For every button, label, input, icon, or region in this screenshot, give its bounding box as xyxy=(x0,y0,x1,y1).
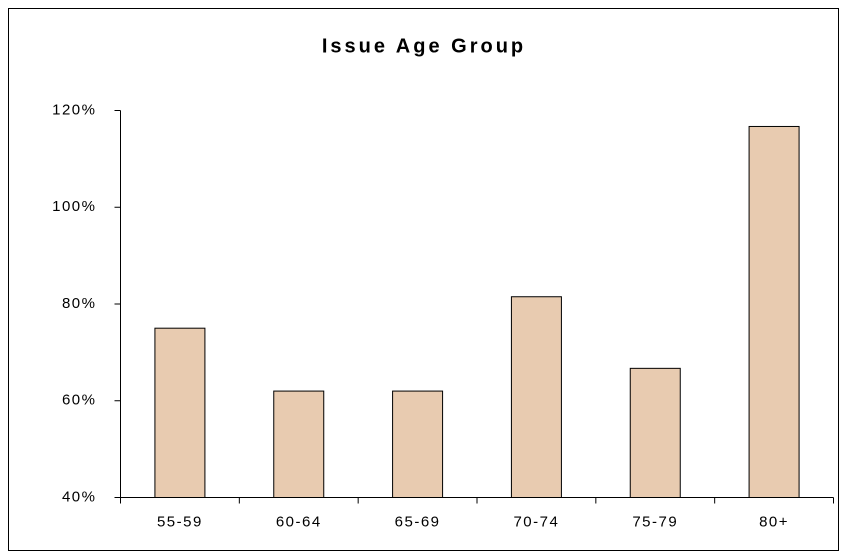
chart-title: Issue Age Group xyxy=(322,35,526,57)
bar xyxy=(154,327,206,498)
x-tick-label: 60-64 xyxy=(276,513,322,530)
y-tick-label: 60% xyxy=(62,392,97,409)
y-tick-label: 100% xyxy=(52,198,96,215)
bar xyxy=(748,125,800,499)
x-tick-label: 80+ xyxy=(759,513,789,530)
x-tick-label: 75-79 xyxy=(632,513,678,530)
bar xyxy=(510,296,562,498)
bar xyxy=(392,390,444,499)
x-tick-label: 65-69 xyxy=(395,513,441,530)
bar xyxy=(629,367,681,498)
x-tick-label: 55-59 xyxy=(157,513,203,530)
y-tick-label: 120% xyxy=(52,101,96,118)
x-tick-label: 70-74 xyxy=(513,513,559,530)
bar xyxy=(273,390,325,499)
y-tick-label: 80% xyxy=(62,295,97,312)
y-tick-label: 40% xyxy=(62,488,97,505)
